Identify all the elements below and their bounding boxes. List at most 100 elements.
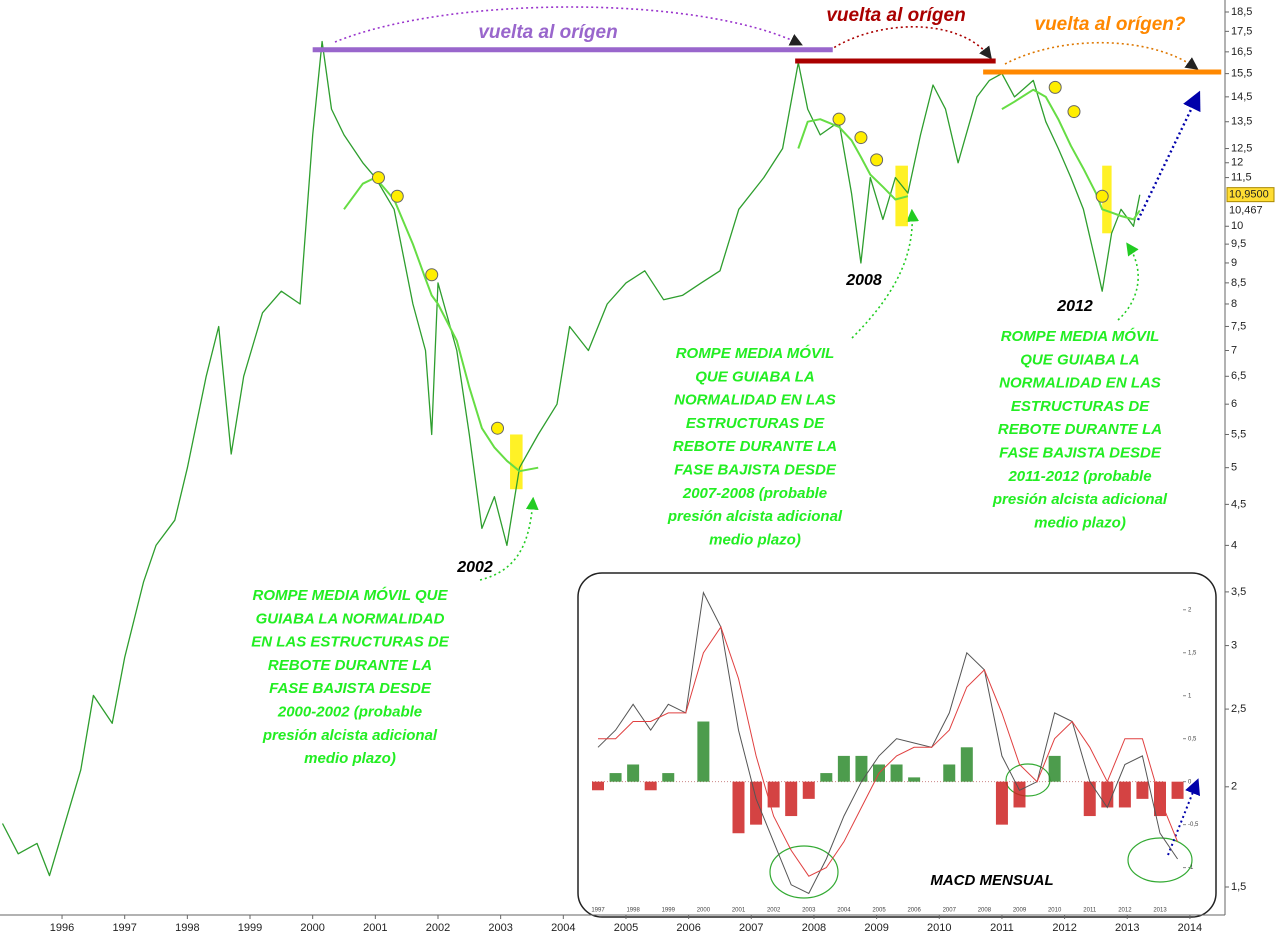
year-label: 2012	[1056, 298, 1093, 315]
x-tick-label: 1997	[112, 922, 136, 934]
y-tick-label: 7	[1231, 344, 1237, 356]
macd-bar	[802, 781, 815, 799]
y-tick-label: 13,5	[1231, 116, 1252, 128]
x-tick-label: 2002	[426, 922, 450, 934]
y-tick-label: 9,5	[1231, 238, 1246, 250]
macd-bar	[1136, 781, 1149, 799]
y-tick-label: 9	[1231, 257, 1237, 269]
y-tick-label: 18,5	[1231, 6, 1252, 18]
note-line: ROMPE MEDIA MÓVIL	[1001, 327, 1160, 345]
macd-x-tick-label: 2011	[1083, 908, 1097, 914]
macd-circles	[769, 763, 1193, 899]
moving-average	[343, 88, 1141, 473]
macd-bar	[644, 781, 657, 791]
macd-y-tick-label: 0	[1188, 779, 1192, 785]
macd-bar	[820, 773, 833, 782]
note-line: REBOTE DURANTE LA	[998, 421, 1162, 438]
y-tick-label: 5,5	[1231, 428, 1246, 440]
price-line	[1, 40, 1141, 877]
note-line: QUE GUIABA LA	[695, 368, 814, 385]
macd-bar	[785, 781, 798, 817]
note-line: GUIABA LA NORMALIDAD	[256, 610, 445, 627]
macd-bar	[697, 721, 710, 782]
note-line: EN LAS ESTRUCTURAS DE	[251, 634, 450, 651]
macd-bar	[908, 777, 921, 782]
macd-x-tick-label: 2007	[943, 908, 957, 914]
note-line: FASE BAJISTA DESDE	[269, 680, 432, 697]
macd-bar	[1013, 781, 1026, 808]
y-tick-label: 7,5	[1231, 320, 1246, 332]
x-tick-label: 1998	[175, 922, 199, 934]
note-line: NORMALIDAD EN LAS	[674, 392, 836, 409]
marker	[371, 171, 385, 185]
note-line: medio plazo)	[304, 750, 396, 767]
y-tick-label: 8,5	[1231, 277, 1246, 289]
note-line: QUE GUIABA LA	[1020, 351, 1139, 368]
marker	[832, 112, 846, 126]
marker	[870, 153, 884, 167]
macd-signal-line	[598, 625, 1179, 877]
macd-x-tick-label: 2008	[978, 908, 992, 914]
x-tick-label: 2001	[363, 922, 387, 934]
macd-macd-line	[597, 590, 1179, 895]
y-tick-label: 1,5	[1231, 881, 1246, 893]
y-tick-label: 3	[1231, 639, 1237, 651]
note-line: 2007-2008 (probable	[682, 485, 827, 502]
macd-y-tick-label: 1	[1188, 693, 1192, 699]
y-tick-label: 14,5	[1231, 91, 1252, 103]
macd-bar	[1171, 781, 1184, 799]
y-tick-label: 10	[1231, 220, 1243, 232]
note-line: presión alcista adicional	[262, 727, 438, 744]
level-label: vuelta al orígen?	[1035, 14, 1186, 35]
macd-x-tick-label: 2003	[802, 908, 816, 914]
macd-x-tick-label: 2000	[697, 908, 711, 914]
macd-x-tick-label: 2006	[907, 908, 921, 914]
marker	[854, 131, 868, 145]
macd-x-tick-label: 2001	[732, 908, 746, 914]
macd-bar	[837, 755, 850, 782]
note-line: presión alcista adicional	[667, 508, 843, 525]
x-tick-label: 2011	[990, 922, 1014, 934]
highlight	[510, 434, 523, 490]
y-tick-label: 3,5	[1231, 586, 1246, 598]
macd-bar	[732, 781, 745, 834]
macd-x-tick-label: 2009	[1013, 908, 1027, 914]
note-line: 2011-2012 (probable	[1007, 468, 1151, 485]
x-tick-label: 1999	[238, 922, 262, 934]
macd-x-tick-label: 2005	[872, 908, 886, 914]
macd-bar	[592, 781, 604, 791]
marker	[1048, 80, 1062, 94]
marker	[491, 421, 505, 435]
macd-bar	[767, 781, 780, 808]
macd-y-tick-label: 2	[1188, 607, 1192, 613]
last-average-label: 10,467	[1229, 204, 1263, 216]
marker	[1095, 189, 1109, 203]
macd-bar	[662, 773, 675, 782]
x-tick-label: 2008	[802, 922, 826, 934]
note-line: REBOTE DURANTE LA	[673, 438, 837, 455]
y-tick-label: 12	[1231, 157, 1243, 169]
macd-bar	[609, 773, 622, 782]
marker	[1067, 105, 1081, 119]
x-tick-label: 2005	[614, 922, 638, 934]
year-label: 2002	[456, 559, 493, 576]
macd-arrow	[1167, 778, 1201, 856]
macd-x-tick-label: 1998	[626, 908, 640, 914]
y-tick-label: 5	[1231, 462, 1237, 474]
macd-y-tick-label: 1,5	[1188, 650, 1197, 656]
x-tick-label: 2004	[551, 922, 575, 934]
macd-bar	[1048, 755, 1061, 782]
x-tick-label: 2013	[1115, 922, 1139, 934]
note-line: FASE BAJISTA DESDE	[674, 461, 837, 478]
y-tick-label: 2,5	[1231, 703, 1246, 715]
note-line: ESTRUCTURAS DE	[1011, 398, 1150, 415]
x-tick-label: 2014	[1178, 922, 1202, 934]
macd-title: MACD MENSUAL	[930, 872, 1053, 889]
y-tick-label: 4	[1231, 539, 1237, 551]
x-tick-label: 2009	[864, 922, 888, 934]
y-tick-label: 11,5	[1231, 171, 1252, 183]
y-tick-label: 17,5	[1231, 25, 1252, 37]
note-line: medio plazo)	[1034, 514, 1126, 531]
x-tick-label: 1996	[50, 922, 74, 934]
